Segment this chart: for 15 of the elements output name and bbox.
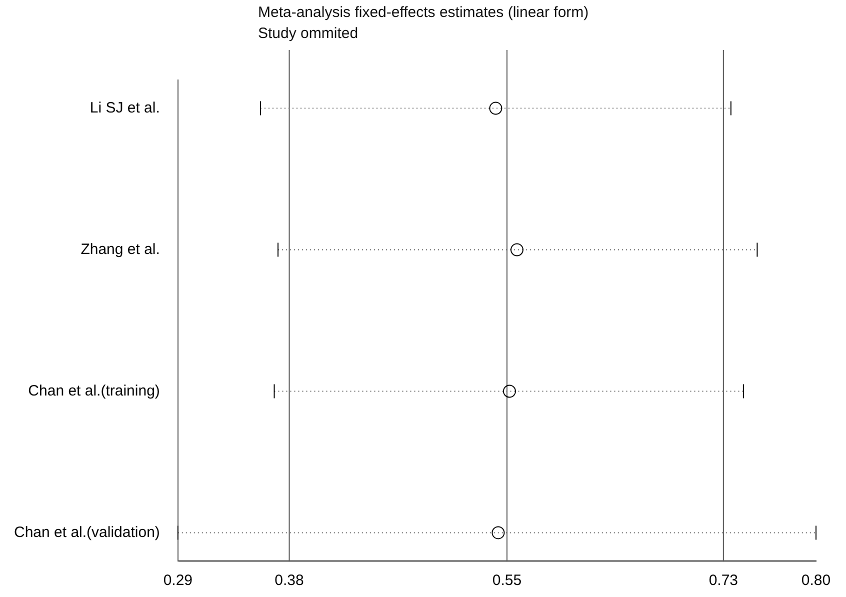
y-tick-label: Chan et al.(validation) xyxy=(14,524,160,541)
y-tick-label: Li SJ et al. xyxy=(90,99,160,116)
point xyxy=(510,243,524,256)
x-tick-label: 0.80 xyxy=(801,572,831,590)
x-tick-label: 0.73 xyxy=(708,572,738,590)
chart-subtitle: Study ommited xyxy=(258,24,360,44)
point xyxy=(502,384,516,398)
x-tick-label: 0.55 xyxy=(492,572,522,590)
y-tick-label: Zhang et al. xyxy=(80,240,160,258)
point xyxy=(492,526,505,540)
x-tick-label: 0.38 xyxy=(274,572,304,590)
point xyxy=(489,102,502,115)
chart-title: Meta-analysis fixed-effects estimates (linear form) xyxy=(258,3,589,23)
x-tick-label: 0.29 xyxy=(163,572,193,590)
y-tick-label: Chan et al.(training) xyxy=(28,382,160,400)
